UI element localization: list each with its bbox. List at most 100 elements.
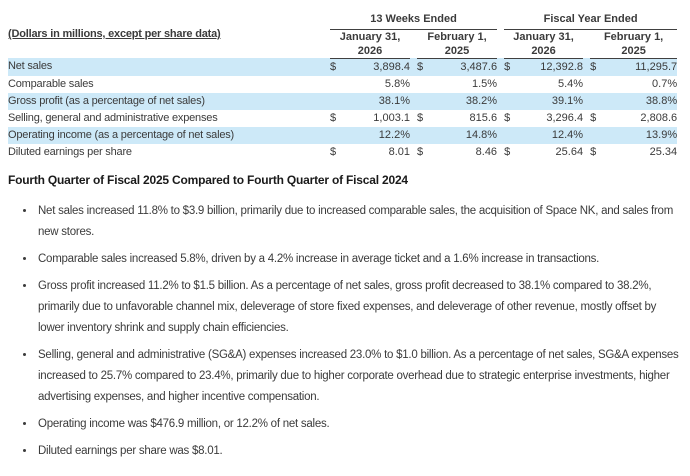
column-gap bbox=[583, 58, 591, 76]
col-group-fiscal-year-ended: Fiscal Year Ended bbox=[504, 10, 678, 30]
bullet-net-sales: Net sales increased 11.8% to $3.9 billio… bbox=[36, 201, 682, 243]
cell-value: 38.2% bbox=[431, 92, 498, 110]
currency-symbol-empty bbox=[330, 76, 344, 93]
table-units-note: (Dollars in millions, except per share d… bbox=[8, 28, 221, 40]
currency-symbol-empty bbox=[417, 92, 431, 110]
cell-value: 11,295.7 bbox=[604, 58, 678, 76]
cell-value: 12,392.8 bbox=[518, 58, 584, 76]
currency-symbol-empty bbox=[330, 92, 344, 110]
cell-value: 38.1% bbox=[344, 92, 410, 110]
currency-symbol-empty bbox=[590, 92, 605, 110]
column-gap bbox=[497, 126, 505, 144]
section-heading: Fourth Quarter of Fiscal 2025 Compared t… bbox=[8, 172, 408, 187]
quarter-comparison-section: Fourth Quarter of Fiscal 2025 Compared t… bbox=[8, 173, 682, 462]
col-group-13-weeks-ended: 13 Weeks Ended bbox=[330, 10, 498, 30]
row-label: Operating income (as a percentage of net… bbox=[8, 126, 330, 144]
currency-symbol: $ bbox=[590, 145, 597, 158]
currency-symbol-empty bbox=[590, 126, 605, 144]
cell-value: 8.46 bbox=[475, 145, 498, 158]
highlights-bullet-list: Net sales increased 11.8% to $3.9 billio… bbox=[8, 201, 682, 462]
row-label: Gross profit (as a percentage of net sal… bbox=[8, 92, 330, 110]
cell-value: 1.5% bbox=[471, 77, 498, 90]
table-row-net-sales: Net sales $ 3,898.4 $ 3,487.6 $ 12,392.8… bbox=[8, 58, 678, 76]
currency-symbol-empty bbox=[504, 126, 519, 144]
row-label: Comparable sales bbox=[8, 77, 94, 90]
col-header-line1: January 31, bbox=[513, 30, 574, 43]
currency-symbol: $ bbox=[504, 145, 511, 158]
column-gap bbox=[410, 110, 417, 127]
col-header-q-2025: February 1, 2025 bbox=[417, 29, 498, 59]
column-gap bbox=[410, 76, 417, 93]
cell-value: 12.4% bbox=[518, 126, 584, 144]
currency-symbol-empty bbox=[417, 126, 431, 144]
currency-symbol: $ bbox=[417, 58, 431, 76]
cell-value: 0.7% bbox=[652, 77, 678, 90]
currency-symbol: $ bbox=[590, 58, 605, 76]
cell-value: 38.8% bbox=[604, 92, 678, 110]
column-gap bbox=[410, 92, 417, 110]
table-row-comparable-sales: Comparable sales 5.8% 1.5% 5.4% 0.7% bbox=[8, 76, 677, 93]
currency-symbol-empty bbox=[504, 92, 519, 110]
table-row-gross-profit: Gross profit (as a percentage of net sal… bbox=[8, 92, 678, 110]
col-header-line1: January 31, bbox=[339, 30, 401, 43]
currency-symbol: $ bbox=[504, 111, 511, 124]
table-row-sga-expenses: Selling, general and administrative expe… bbox=[8, 110, 677, 127]
bullet-diluted-eps: Diluted earnings per share was $8.01. bbox=[36, 441, 682, 462]
row-label: Net sales bbox=[8, 58, 330, 76]
cell-value: 2,808.6 bbox=[640, 111, 678, 124]
col-header-q-2026: January 31, 2026 bbox=[330, 29, 410, 59]
col-header-line1: February 1, bbox=[427, 30, 487, 43]
row-label: Selling, general and administrative expe… bbox=[8, 111, 218, 124]
col-header-line1: February 1, bbox=[603, 30, 664, 43]
currency-symbol-empty bbox=[417, 76, 431, 93]
column-gap bbox=[497, 29, 504, 58]
cell-value: 25.64 bbox=[555, 145, 584, 158]
cell-value: 39.1% bbox=[518, 92, 584, 110]
col-header-line2: 2025 bbox=[444, 44, 470, 57]
column-gap bbox=[410, 29, 417, 58]
bullet-operating-income: Operating income was $476.9 million, or … bbox=[36, 414, 682, 435]
cell-value: 5.4% bbox=[557, 77, 584, 90]
column-gap bbox=[497, 76, 504, 93]
table-group-header-row: (Dollars in millions, except per share d… bbox=[8, 10, 678, 40]
cell-value: 13.9% bbox=[604, 126, 678, 144]
col-header-line2: 2025 bbox=[621, 44, 646, 57]
currency-symbol-empty bbox=[330, 126, 344, 144]
currency-symbol: $ bbox=[417, 111, 424, 124]
table-row-operating-income: Operating income (as a percentage of net… bbox=[8, 126, 678, 144]
column-gap bbox=[497, 92, 505, 110]
column-gap bbox=[410, 126, 417, 144]
cell-value: 815.6 bbox=[469, 111, 498, 124]
col-header-line2: 2026 bbox=[531, 44, 556, 57]
bullet-sga-expenses: Selling, general and administrative (SG&… bbox=[36, 345, 682, 408]
currency-symbol: $ bbox=[330, 58, 344, 76]
column-gap bbox=[583, 126, 591, 144]
currency-symbol: $ bbox=[417, 145, 424, 158]
currency-symbol: $ bbox=[330, 145, 337, 158]
column-gap bbox=[410, 58, 417, 76]
column-gap bbox=[410, 144, 417, 161]
column-gap bbox=[497, 10, 504, 29]
cell-value: 3,898.4 bbox=[344, 58, 410, 76]
col-header-fy-2026: January 31, 2026 bbox=[504, 29, 584, 59]
column-gap bbox=[583, 92, 591, 110]
bullet-comparable-sales: Comparable sales increased 5.8%, driven … bbox=[36, 249, 682, 270]
column-gap bbox=[497, 110, 504, 127]
currency-symbol-empty bbox=[504, 76, 518, 93]
column-gap bbox=[583, 144, 590, 161]
column-gap bbox=[583, 110, 590, 127]
column-gap bbox=[497, 144, 504, 161]
column-gap bbox=[497, 58, 505, 76]
cell-value: 1,003.1 bbox=[373, 111, 410, 124]
financial-highlights-table: (Dollars in millions, except per share d… bbox=[8, 10, 678, 161]
currency-symbol: $ bbox=[590, 111, 597, 124]
currency-symbol: $ bbox=[330, 111, 337, 124]
col-header-line2: 2026 bbox=[357, 44, 383, 57]
column-gap bbox=[583, 76, 590, 93]
cell-value: 8.01 bbox=[388, 145, 410, 158]
column-gap bbox=[583, 29, 590, 58]
cell-value: 25.34 bbox=[649, 145, 678, 158]
cell-value: 5.8% bbox=[384, 77, 410, 90]
cell-value: 12.2% bbox=[344, 126, 410, 144]
table-row-diluted-eps: Diluted earnings per share $ 8.01 $ 8.46… bbox=[8, 144, 677, 161]
